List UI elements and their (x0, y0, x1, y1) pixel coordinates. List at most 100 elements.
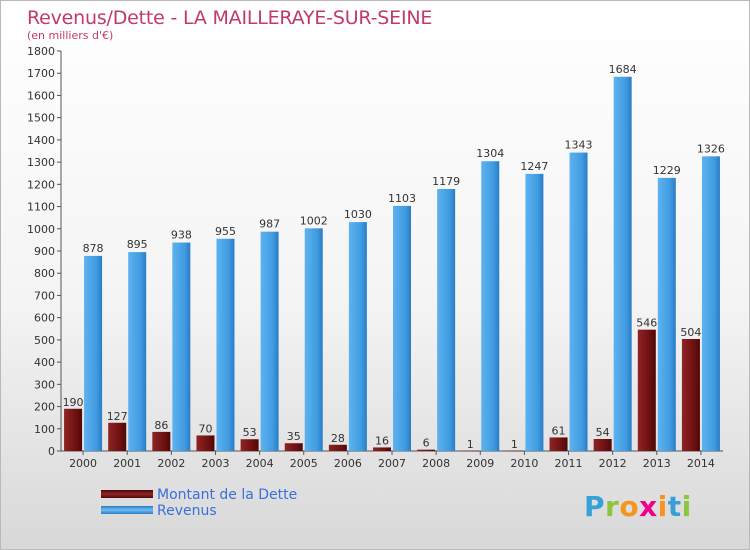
x-tick-label: 2003 (201, 457, 229, 470)
bar-revenus (172, 242, 191, 451)
data-label-dette: 190 (63, 396, 84, 409)
proxiti-logo: Proxiti (584, 490, 692, 523)
bar-revenus (216, 238, 235, 451)
data-label-revenus: 1343 (565, 139, 593, 152)
data-label-dette: 16 (375, 434, 389, 447)
data-label-dette: 28 (331, 432, 345, 445)
y-tick-label: 1200 (27, 178, 55, 191)
y-tick-label: 300 (34, 378, 55, 391)
data-label-revenus: 1304 (476, 147, 504, 160)
bar-revenus (569, 152, 588, 452)
y-tick-label: 600 (34, 312, 55, 325)
data-label-revenus: 895 (127, 238, 148, 251)
bar-dette (373, 447, 391, 451)
x-tick-label: 2001 (113, 457, 141, 470)
bar-dette (549, 437, 568, 451)
x-tick-label: 2010 (510, 457, 538, 470)
data-label-dette: 504 (680, 326, 701, 339)
legend-swatch-debt (101, 490, 153, 498)
x-tick-label: 2007 (378, 457, 406, 470)
bar-dette (681, 339, 700, 451)
data-label-dette: 35 (287, 430, 301, 443)
x-tick-label: 2006 (334, 457, 362, 470)
y-tick-label: 800 (34, 267, 55, 280)
x-tick-label: 2005 (290, 457, 318, 470)
bar-dette (284, 443, 303, 451)
bar-dette (328, 444, 347, 451)
x-tick-label: 2013 (643, 457, 671, 470)
data-label-revenus: 1179 (432, 175, 460, 188)
bar-revenus (613, 76, 632, 452)
data-label-revenus: 1030 (344, 208, 372, 221)
bar-dette (637, 329, 656, 451)
data-label-revenus: 938 (171, 229, 192, 242)
y-tick-label: 400 (34, 356, 55, 369)
y-tick-label: 200 (34, 401, 55, 414)
y-tick-label: 700 (34, 289, 55, 302)
data-label-revenus: 955 (215, 225, 236, 238)
y-tick-label: 1300 (27, 156, 55, 169)
bar-dette (108, 422, 127, 451)
bar-dette (64, 408, 83, 451)
data-label-dette: 127 (107, 410, 128, 423)
data-label-dette: 86 (154, 419, 168, 432)
bar-revenus (348, 222, 367, 451)
data-label-revenus: 1247 (520, 160, 548, 173)
bar-revenus (260, 231, 279, 451)
bar-revenus (481, 161, 500, 451)
bar-dette (461, 450, 480, 452)
y-tick-label: 1100 (27, 201, 55, 214)
x-tick-label: 2009 (466, 457, 494, 470)
data-label-revenus: 987 (259, 218, 280, 231)
y-tick-label: 1700 (27, 67, 55, 80)
x-tick-label: 2011 (555, 457, 583, 470)
bar-revenus (525, 173, 544, 451)
bar-dette (417, 449, 436, 451)
bar-dette (196, 435, 215, 451)
x-tick-label: 2002 (157, 457, 185, 470)
bar-dette (505, 450, 524, 452)
data-label-revenus: 1326 (697, 142, 725, 155)
bar-revenus (304, 228, 323, 451)
legend-item-debt: Montant de la Dette (101, 487, 401, 503)
y-tick-label: 1500 (27, 112, 55, 125)
x-tick-label: 2004 (246, 457, 274, 470)
data-label-dette: 61 (552, 424, 566, 437)
bar-revenus (393, 205, 411, 451)
chart-subtitle: (en milliers d'€) (27, 29, 114, 42)
data-label-dette: 1 (511, 438, 518, 451)
bar-revenus (701, 156, 720, 452)
y-tick-label: 1800 (27, 45, 55, 58)
x-tick-label: 2012 (599, 457, 627, 470)
y-tick-label: 100 (34, 423, 55, 436)
data-label-revenus: 1684 (609, 63, 637, 76)
legend-swatch-revenus (101, 506, 153, 514)
legend-label-revenus: Revenus (157, 503, 217, 519)
x-tick-label: 2008 (422, 457, 450, 470)
data-label-revenus: 878 (83, 242, 104, 255)
data-label-dette: 54 (596, 426, 610, 439)
bar-dette (152, 431, 171, 451)
data-label-revenus: 1002 (300, 214, 328, 227)
bar-revenus (437, 189, 456, 451)
bar-revenus (128, 252, 147, 451)
bar-revenus (84, 255, 103, 451)
y-tick-label: 500 (34, 334, 55, 347)
y-tick-label: 1400 (27, 134, 55, 147)
data-label-revenus: 1229 (653, 164, 681, 177)
y-tick-label: 1000 (27, 223, 55, 236)
y-tick-label: 1600 (27, 89, 55, 102)
chart-legend: Montant de la Dette Revenus (101, 487, 401, 519)
data-label-dette: 1 (467, 438, 474, 451)
data-label-dette: 70 (198, 422, 212, 435)
bar-revenus (657, 177, 676, 451)
data-label-revenus: 1103 (388, 192, 416, 205)
legend-label-debt: Montant de la Dette (157, 487, 298, 503)
data-label-dette: 546 (636, 317, 657, 330)
y-tick-label: 0 (48, 445, 55, 458)
bar-dette (593, 439, 612, 451)
bar-dette (240, 439, 259, 451)
chart-title: Revenus/Dette - LA MAILLERAYE-SUR-SEINE (27, 7, 433, 29)
